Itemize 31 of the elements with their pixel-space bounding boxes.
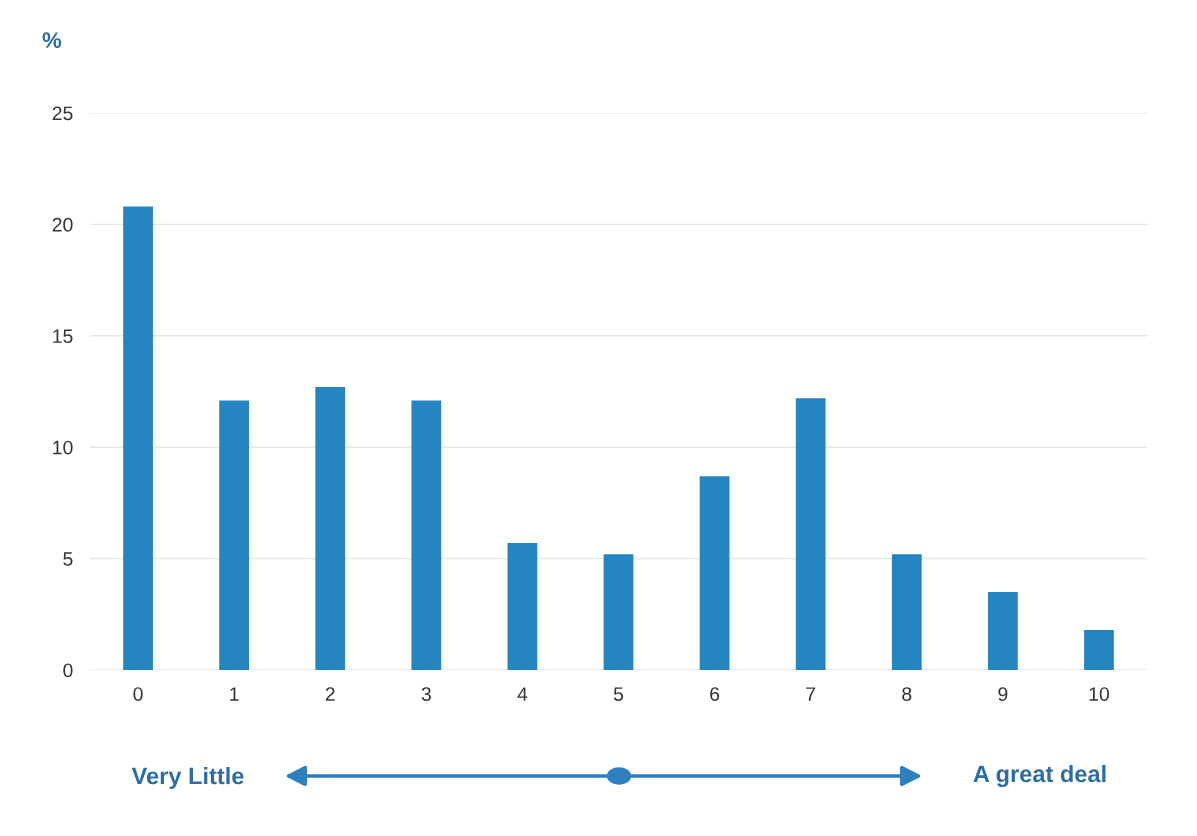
y-tick-label: 0	[63, 663, 73, 678]
x-tick-label: 6	[710, 687, 720, 701]
x-tick-label: 2	[325, 687, 335, 701]
text: Very Little	[131, 766, 244, 790]
x-tick-label: 1	[230, 687, 239, 701]
bar	[219, 400, 250, 670]
x-tick-label: 4	[517, 687, 528, 701]
x-tick-label: 8	[902, 687, 912, 701]
text: A great deal	[973, 764, 1106, 788]
x-tick-label: 10	[1089, 687, 1110, 701]
x-tick-label: 9	[998, 687, 1008, 701]
bar	[603, 554, 634, 670]
bar	[507, 543, 538, 670]
bar	[315, 387, 346, 670]
y-tick-label: 25	[52, 106, 73, 121]
y-tick-label: 5	[63, 552, 73, 566]
y-axis-title: %	[42, 32, 62, 48]
x-tick-label: 5	[613, 687, 624, 701]
y-tick-label: 15	[53, 329, 73, 344]
x-tick-label: 0	[133, 687, 143, 701]
bar	[795, 398, 826, 670]
bar	[891, 554, 922, 670]
x-tick-label: 7	[806, 687, 816, 701]
bar	[123, 206, 153, 670]
bar	[699, 476, 730, 670]
y-tick-label: 10	[53, 440, 73, 455]
bar	[1084, 629, 1114, 670]
bar	[987, 592, 1018, 670]
x-tick-label: 3	[421, 687, 431, 701]
bar	[411, 400, 442, 670]
y-tick-label: 20	[52, 217, 73, 232]
